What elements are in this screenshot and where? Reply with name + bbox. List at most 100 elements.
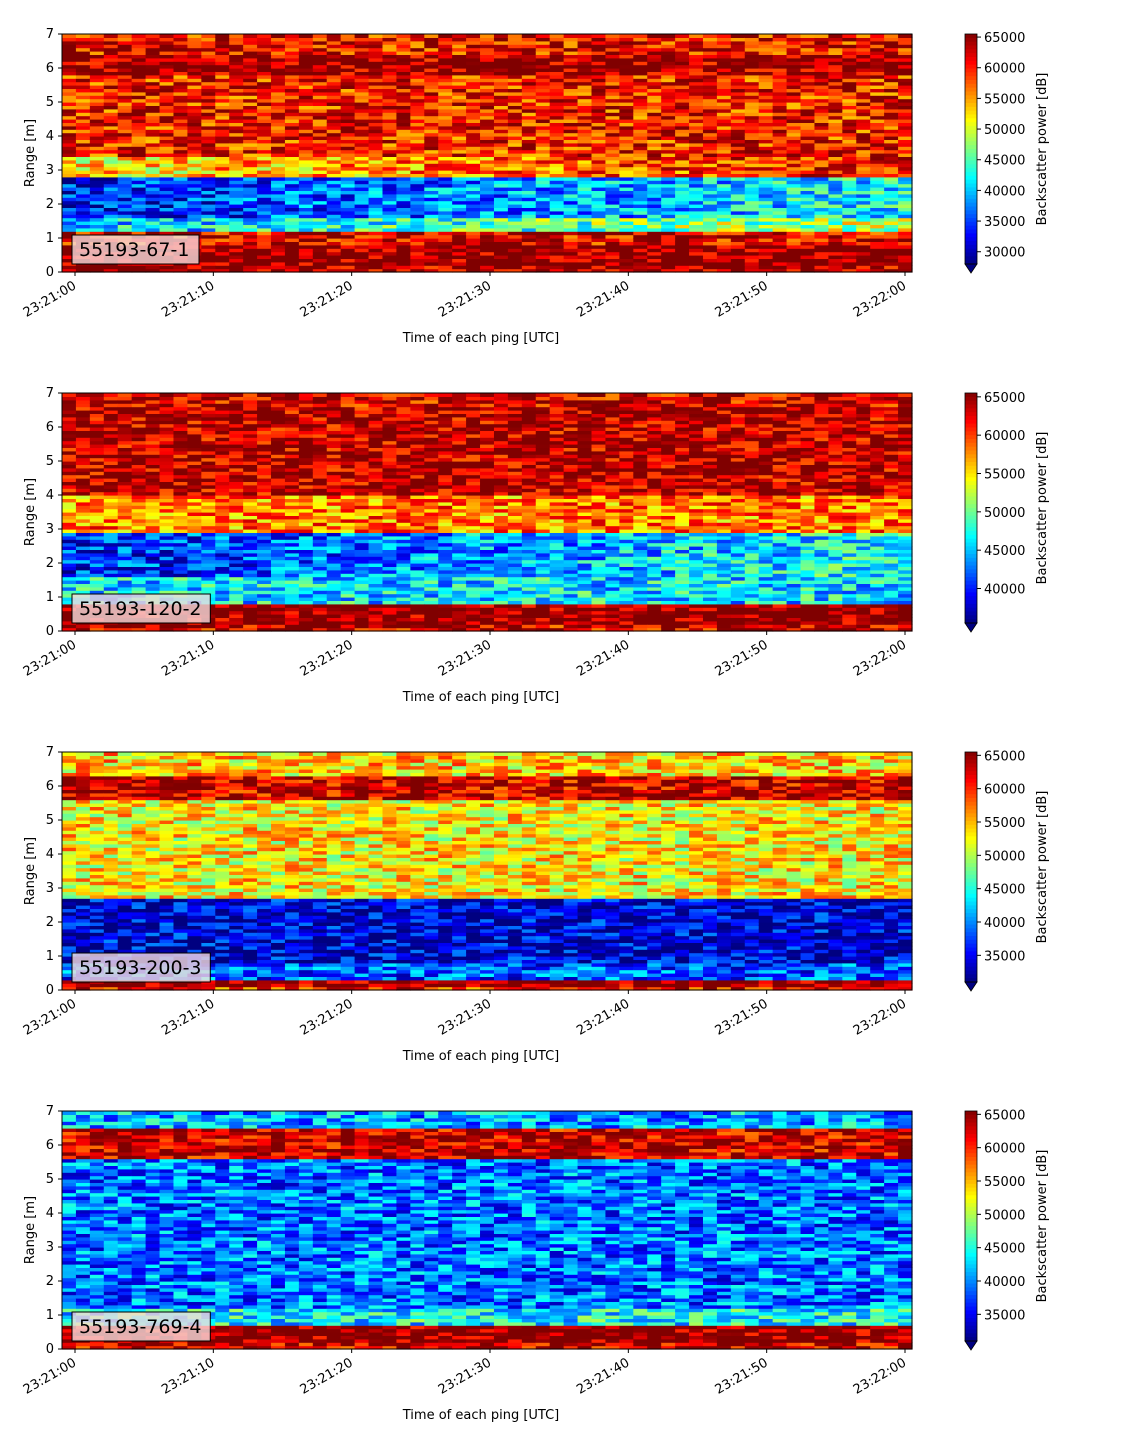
heatmap-cell (271, 251, 286, 256)
heatmap-cell (89, 85, 105, 89)
heatmap-cell (870, 57, 885, 62)
heatmap-cell (340, 112, 356, 117)
heatmap-cell (814, 51, 829, 55)
heatmap-cell (117, 190, 133, 195)
heatmap-cell (173, 81, 189, 86)
heatmap-cell (368, 81, 384, 86)
heatmap-cell (117, 91, 133, 96)
heatmap-cell (131, 393, 147, 397)
heatmap-cell (535, 204, 551, 208)
heatmap-cell (62, 136, 77, 140)
heatmap-cell (410, 261, 425, 266)
heatmap-cell (187, 88, 202, 93)
heatmap-cell (173, 102, 189, 106)
heatmap-cell (702, 136, 718, 140)
heatmap-cell (814, 214, 829, 219)
colorbar-segment (965, 256, 977, 261)
heatmap-cell (62, 98, 77, 103)
heatmap-cell (466, 173, 481, 178)
heatmap-cell (340, 193, 356, 198)
heatmap-cell (591, 214, 607, 219)
heatmap-cell (758, 170, 774, 174)
heatmap-cell (243, 227, 258, 232)
colorbar-segment (965, 103, 977, 108)
heatmap-cell (145, 176, 161, 181)
heatmap-cell (201, 214, 216, 219)
heatmap-cell (549, 214, 565, 219)
heatmap-cell (257, 139, 272, 144)
heatmap-cell (493, 105, 509, 110)
heatmap-cell (257, 190, 272, 195)
heatmap-cell (521, 61, 537, 66)
heatmap-cell (493, 125, 509, 130)
heatmap-cell (312, 217, 328, 222)
heatmap-cell (424, 227, 439, 232)
heatmap-cell (619, 163, 634, 168)
heatmap-cell (619, 139, 634, 144)
heatmap-cell (215, 51, 230, 55)
heatmap-cell (396, 163, 411, 168)
heatmap-cell (480, 122, 495, 127)
heatmap-cell (284, 170, 300, 174)
heatmap-cell (563, 244, 579, 249)
heatmap-cell (786, 261, 802, 266)
heatmap-cell (870, 200, 885, 205)
heatmap-cell (605, 122, 620, 127)
heatmap-cell (298, 37, 314, 42)
heatmap-cell (75, 146, 91, 151)
heatmap-cell (298, 74, 314, 79)
heatmap-cell (173, 484, 189, 489)
heatmap-cell (89, 129, 105, 134)
heatmap-cell (591, 61, 607, 66)
heatmap-cell (730, 248, 746, 253)
heatmap-cell (452, 261, 467, 266)
heatmap-cell (298, 214, 314, 219)
heatmap-cell (758, 61, 774, 66)
heatmap-cell (117, 569, 133, 574)
heatmap-cell (368, 180, 384, 185)
heatmap-cell (271, 258, 286, 263)
heatmap-cell (103, 173, 119, 178)
heatmap-cell (298, 95, 314, 100)
heatmap-cell (243, 265, 258, 270)
heatmap-cell (675, 105, 690, 110)
y-axis-label: Range [m] (23, 119, 38, 187)
heatmap-cell (131, 95, 147, 100)
heatmap-cell (131, 471, 147, 476)
heatmap-cell (145, 265, 161, 270)
heatmap-cell (786, 244, 802, 249)
heatmap-cell (62, 37, 77, 42)
heatmap-cell (229, 149, 244, 154)
heatmap-cell (368, 193, 384, 198)
heatmap-cell (368, 37, 384, 42)
colorbar-segment (965, 137, 977, 142)
heatmap-cell (898, 265, 913, 270)
heatmap-cell (89, 125, 105, 130)
heatmap-cell (619, 91, 634, 96)
heatmap-cell (298, 244, 314, 249)
heatmap-cell (730, 163, 746, 168)
heatmap-cell (271, 241, 286, 246)
heatmap-cell (382, 37, 398, 42)
heatmap-cell (145, 187, 161, 191)
heatmap-cell (312, 244, 328, 249)
heatmap-cell (898, 34, 913, 38)
heatmap-cell (647, 231, 662, 236)
heatmap-cell (563, 255, 579, 259)
heatmap-cell (145, 183, 161, 188)
heatmap-cell (62, 112, 77, 117)
heatmap-cell (898, 180, 913, 185)
heatmap-cell (870, 71, 885, 76)
heatmap-cell (786, 193, 802, 198)
heatmap-cell (424, 68, 439, 72)
heatmap-cell (396, 217, 411, 222)
heatmap-cell (702, 241, 718, 246)
heatmap-cell (159, 542, 175, 547)
plot-frame (61, 33, 913, 273)
heatmap-cell (103, 136, 119, 140)
heatmap-cell (730, 129, 746, 134)
heatmap-cell (215, 149, 230, 154)
heatmap-cell (633, 261, 648, 266)
heatmap-cell (633, 193, 648, 198)
heatmap-cell (661, 88, 676, 93)
